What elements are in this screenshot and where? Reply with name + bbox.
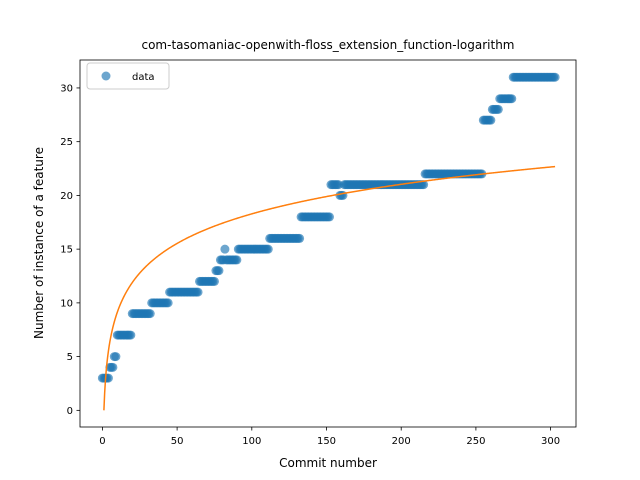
data-point [209,276,219,286]
x-tick-label: 150 [317,436,336,447]
x-tick-label: 250 [466,436,485,447]
y-tick-label: 10 [60,298,73,309]
legend-label-data: data [132,72,155,83]
data-point [108,362,118,372]
chart-title: com-tasomaniac-openwith-floss_extension_… [141,38,514,52]
series-data [97,72,560,383]
x-tick-label: 100 [242,436,261,447]
x-tick-label: 50 [171,436,184,447]
axes-frame [79,59,577,428]
fit-line [103,165,556,411]
data-point [550,72,560,82]
data-point [145,309,155,319]
data-point [111,352,121,362]
legend: data [86,62,170,90]
plot-area [97,72,560,411]
data-point [232,255,242,265]
data-point [419,180,429,190]
x-tick-label: 0 [99,436,105,447]
data-point [295,233,305,243]
x-tick-label: 200 [392,436,411,447]
data-point [193,287,203,297]
data-point [507,94,517,104]
x-tick-label: 300 [541,436,560,447]
y-tick-label: 20 [60,191,73,202]
y-tick-label: 30 [60,83,73,94]
x-axis-label: Commit number [279,456,377,470]
axes: 0 50 100 150 200 250 300 0 5 10 15 20 25 30 [60,59,577,447]
legend-marker-data [101,71,111,81]
data-point [486,115,496,125]
data-point [220,244,230,254]
y-tick-label: 15 [60,245,73,256]
data-point [324,212,334,222]
data-point [214,266,224,276]
data-point [163,298,173,308]
y-tick-label: 0 [67,406,73,417]
y-axis-label: Number of instance of a feature [32,147,46,339]
data-point [263,244,273,254]
data-point [126,330,136,340]
y-tick-label: 25 [60,137,73,148]
y-tick-label: 5 [67,352,73,363]
legend-frame [86,62,170,90]
data-point [493,104,503,114]
